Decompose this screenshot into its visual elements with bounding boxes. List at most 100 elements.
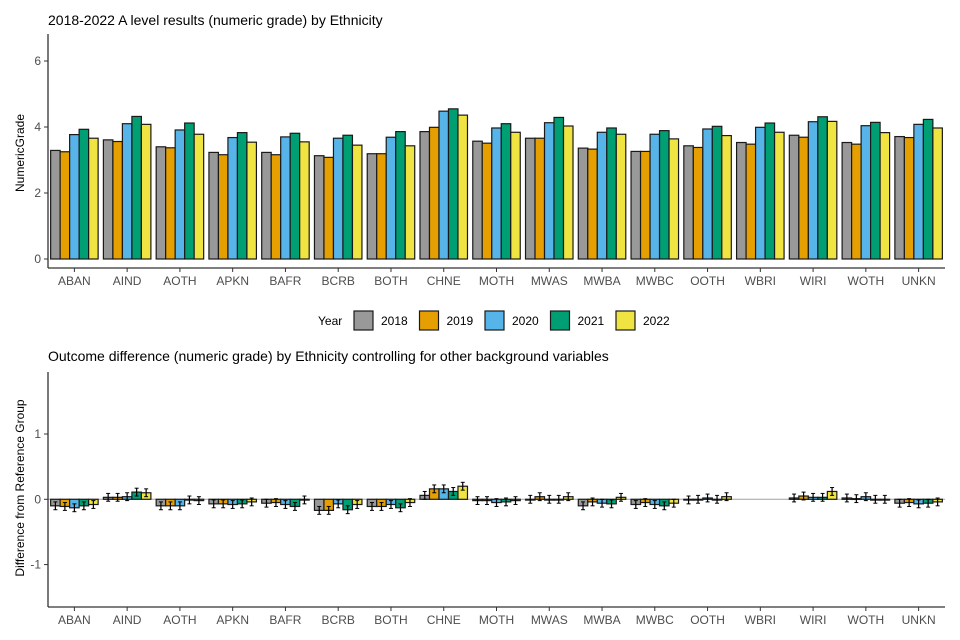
legend-swatch-2018 — [353, 310, 374, 331]
bar-chne-2018 — [419, 131, 431, 260]
bar-aoth-2020 — [174, 129, 186, 260]
bar-ooth-2020 — [702, 128, 713, 260]
bar-unkn-2019 — [903, 136, 915, 260]
x-tick-label-apkn: APKN — [216, 613, 249, 627]
bar-mwba-2020 — [596, 131, 608, 260]
bar-wbri-2019 — [745, 143, 757, 260]
x-tick-label-bcrb: BCRB — [322, 613, 355, 627]
x-tick-label-bcrb: BCRB — [322, 274, 355, 288]
bar-moth-2019 — [481, 142, 493, 260]
x-tick-label-moth: MOTH — [479, 613, 514, 627]
x-tick-label-mwba: MWBA — [583, 613, 620, 627]
y-tick-label: 0 — [34, 252, 41, 266]
y-tick-label: -1 — [30, 558, 41, 572]
bar-wbri-2021 — [764, 122, 776, 260]
x-tick-label-aban: ABAN — [58, 274, 91, 288]
x-tick-label-chne: CHNE — [427, 274, 461, 288]
x-tick-label-ooth: OOTH — [690, 613, 725, 627]
bar-moth-2020 — [491, 127, 502, 260]
bar-bcrb-2022 — [351, 144, 363, 260]
bar-bafr-2020 — [280, 136, 291, 260]
bar-aoth-2019 — [165, 147, 176, 260]
bar-unkn-2022 — [932, 127, 943, 260]
bar-aban-2018 — [50, 149, 61, 260]
bar-woth-2020 — [860, 125, 872, 260]
bar-bcrb-2021 — [342, 134, 354, 260]
bar-mwba-2018 — [577, 147, 589, 260]
legend-label-2022: 2022 — [643, 314, 670, 328]
bar-wiri-2018 — [788, 134, 800, 260]
y-tick-label: 0 — [34, 492, 41, 506]
x-tick-label-woth: WOTH — [848, 613, 885, 627]
bar-mwba-2021 — [606, 127, 617, 260]
x-tick-label-both: BOTH — [374, 274, 407, 288]
bar-chne-2022 — [457, 114, 469, 260]
bar-both-2019 — [376, 153, 387, 260]
bar-mwbc-2018 — [630, 150, 642, 260]
bar-aind-2018 — [102, 139, 114, 260]
bar-bcrb-2020 — [332, 137, 344, 260]
bar-apkn-2021 — [236, 132, 248, 260]
bar-ooth-2022 — [721, 134, 732, 260]
bar-wiri-2020 — [807, 121, 819, 260]
bar-apkn-2020 — [227, 136, 239, 260]
bar-mwbc-2020 — [649, 133, 661, 260]
legend-swatch-2021 — [549, 310, 571, 331]
bar-ooth-2021 — [711, 125, 723, 260]
bar-moth-2022 — [510, 131, 521, 260]
x-tick-label-aind: AIND — [113, 274, 142, 288]
bar-mwba-2022 — [615, 133, 627, 260]
bar-aoth-2021 — [184, 122, 195, 260]
y-tick-label: 2 — [34, 186, 41, 200]
bar-aind-2019 — [112, 140, 124, 260]
bar-apkn-2019 — [217, 154, 229, 260]
legend: Year 2018 2019 2020 2021 2022 — [318, 310, 670, 331]
x-tick-label-ooth: OOTH — [690, 274, 725, 288]
bar-aind-2020 — [121, 123, 133, 260]
bar-both-2020 — [385, 136, 397, 260]
bar-mwas-2022 — [562, 125, 574, 260]
bar-mwbc-2019 — [639, 150, 651, 260]
bar-both-2021 — [395, 131, 406, 260]
x-tick-label-mwas: MWAS — [531, 274, 568, 288]
bar-moth-2018 — [472, 140, 483, 260]
bar-unkn-2021 — [922, 118, 934, 260]
bottom-chart-title: Outcome difference (numeric grade) by Et… — [48, 348, 609, 364]
bar-bafr-2019 — [270, 154, 282, 260]
legend-title: Year — [318, 314, 342, 328]
bar-aban-2020 — [69, 133, 80, 260]
legend-label-2021: 2021 — [578, 314, 605, 328]
y-tick-label: 4 — [34, 120, 41, 134]
x-tick-label-moth: MOTH — [479, 274, 514, 288]
bar-ooth-2018 — [683, 145, 694, 260]
bottom-chart-ylabel: Difference from Reference Group — [13, 399, 27, 577]
bottom-chart-plot: ABAN AIND AOTH APKN BAFR BCRB BOTH CHNE MOTH MWAS… — [30, 372, 945, 627]
bar-bafr-2022 — [299, 141, 310, 260]
bar-unkn-2020 — [913, 123, 924, 260]
bar-woth-2019 — [851, 143, 862, 260]
bar-apkn-2022 — [246, 141, 258, 260]
legend-label-2019: 2019 — [447, 314, 474, 328]
legend-label-2020: 2020 — [512, 314, 539, 328]
x-tick-label-wiri: WIRI — [800, 613, 827, 627]
x-tick-label-wbri: WBRI — [745, 613, 776, 627]
bar-woth-2022 — [879, 132, 891, 260]
bar-mwas-2019 — [534, 137, 546, 260]
legend-label-2018: 2018 — [381, 314, 408, 328]
bar-bcrb-2018 — [313, 155, 325, 260]
bar-both-2018 — [366, 153, 378, 260]
x-tick-label-bafr: BAFR — [269, 613, 301, 627]
top-chart-ylabel: NumericGrade — [13, 114, 27, 192]
bar-moth-2021 — [500, 123, 512, 260]
bar-mwas-2018 — [524, 137, 536, 260]
x-tick-label-aoth: AOTH — [163, 274, 196, 288]
bar-wiri-2022 — [826, 120, 838, 260]
bar-mwba-2019 — [587, 148, 598, 260]
x-tick-label-unkn: UNKN — [902, 274, 936, 288]
bar-unkn-2018 — [894, 135, 905, 260]
bar-woth-2021 — [869, 121, 881, 260]
x-tick-label-chne: CHNE — [427, 613, 461, 627]
x-tick-label-unkn: UNKN — [902, 613, 936, 627]
bar-woth-2018 — [841, 141, 853, 260]
